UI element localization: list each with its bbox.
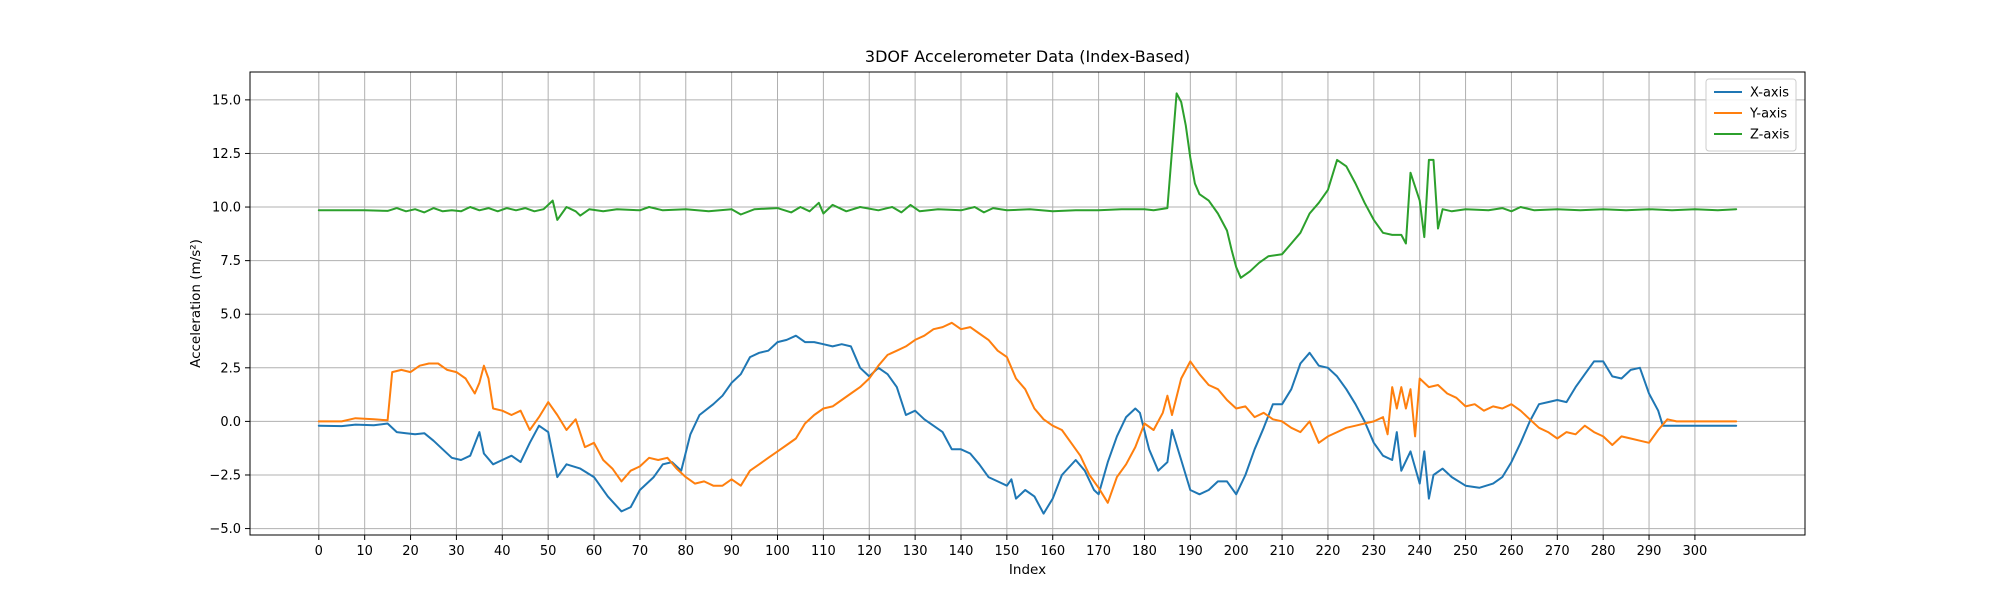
x-axis-label: Index	[1009, 562, 1046, 578]
y-tick-label: 7.5	[220, 254, 241, 269]
legend-label: X-axis	[1750, 86, 1789, 101]
x-tick-label: 80	[677, 544, 694, 559]
legend: X-axis Y-axis Z-axis	[1705, 78, 1797, 152]
y-tick-label: 15.0	[212, 93, 241, 108]
y-tick-label: 5.0	[220, 308, 241, 323]
legend-label: Z-axis	[1750, 128, 1790, 143]
legend-label: Y-axis	[1749, 107, 1787, 122]
axis-ticks: 0 10 20 30 40 50 60 70 80 90 100 110 120 130 140 150 160…	[209, 93, 1707, 559]
x-tick-label: 260	[1499, 544, 1524, 559]
y-tick-label: 2.5	[220, 361, 241, 376]
x-tick-label: 230	[1361, 544, 1386, 559]
series-lines	[317, 92, 1738, 515]
plot-area-frame	[249, 71, 1806, 536]
x-tick-label: 130	[903, 544, 928, 559]
x-tick-label: 290	[1637, 544, 1662, 559]
x-tick-label: 160	[1040, 544, 1065, 559]
x-tick-label: 300	[1682, 544, 1707, 559]
x-tick-label: 250	[1453, 544, 1478, 559]
x-tick-label: 10	[356, 544, 373, 559]
y-tick-label: 12.5	[212, 147, 241, 162]
x-tick-label: 30	[448, 544, 465, 559]
x-tick-label: 180	[1132, 544, 1157, 559]
chart-title: 3DOF Accelerometer Data (Index-Based)	[865, 47, 1190, 66]
y-tick-label: −5.0	[209, 522, 241, 537]
x-tick-label: 190	[1178, 544, 1203, 559]
y-axis-label: Acceleration (m/s²)	[188, 239, 204, 368]
x-tick-label: 50	[540, 544, 557, 559]
x-tick-label: 240	[1407, 544, 1432, 559]
x-tick-label: 100	[765, 544, 790, 559]
y-tick-label: 10.0	[212, 201, 241, 216]
series-line-x-axis	[317, 334, 1738, 515]
series-line-y-axis	[317, 321, 1738, 504]
x-tick-label: 110	[811, 544, 836, 559]
y-tick-label: 0.0	[220, 415, 241, 430]
y-tick-label: −2.5	[209, 468, 241, 483]
x-tick-label: 210	[1270, 544, 1295, 559]
x-tick-label: 150	[994, 544, 1019, 559]
x-tick-label: 140	[949, 544, 974, 559]
x-tick-label: 200	[1224, 544, 1249, 559]
grid	[250, 72, 1805, 535]
x-tick-label: 70	[632, 544, 649, 559]
x-tick-label: 20	[402, 544, 419, 559]
x-tick-label: 280	[1591, 544, 1616, 559]
x-tick-label: 120	[857, 544, 882, 559]
x-tick-label: 170	[1086, 544, 1111, 559]
x-tick-label: 60	[586, 544, 603, 559]
series-line-z-axis	[317, 92, 1738, 279]
x-tick-label: 90	[723, 544, 740, 559]
x-tick-label: 220	[1316, 544, 1341, 559]
x-tick-label: 0	[315, 544, 323, 559]
x-tick-label: 270	[1545, 544, 1570, 559]
x-tick-label: 40	[494, 544, 511, 559]
